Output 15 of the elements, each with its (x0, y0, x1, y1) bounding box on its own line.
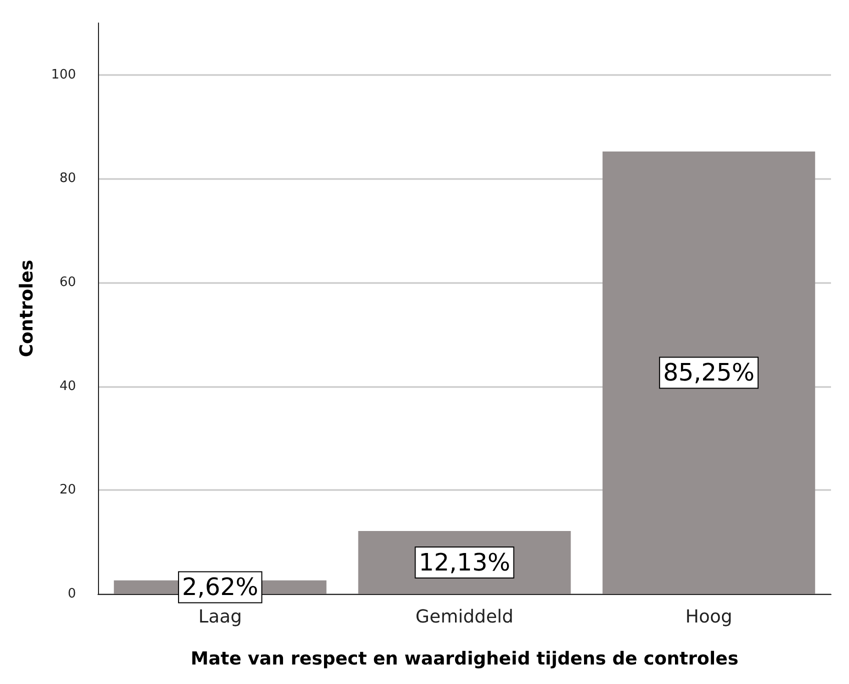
y-tick-label: 40 (59, 378, 76, 394)
y-tick-label: 60 (59, 275, 76, 290)
data-label: 85,25% (663, 358, 755, 387)
x-tick-label: Gemiddeld (416, 606, 514, 628)
x-axis-title: Mate van respect en waardigheid tijdens de controles (190, 648, 738, 670)
bar (602, 151, 816, 594)
x-tick-label: Laag (198, 606, 242, 628)
data-label: 2,62% (182, 573, 258, 602)
y-axis-title: Controles (16, 260, 38, 358)
y-tick-label: 20 (59, 482, 76, 498)
y-tick-label: 100 (51, 67, 76, 82)
y-tick-label: 0 (68, 586, 76, 602)
data-label: 12,13% (418, 548, 510, 577)
y-tick-label: 80 (59, 171, 76, 186)
x-tick-label: Hoog (685, 606, 732, 628)
